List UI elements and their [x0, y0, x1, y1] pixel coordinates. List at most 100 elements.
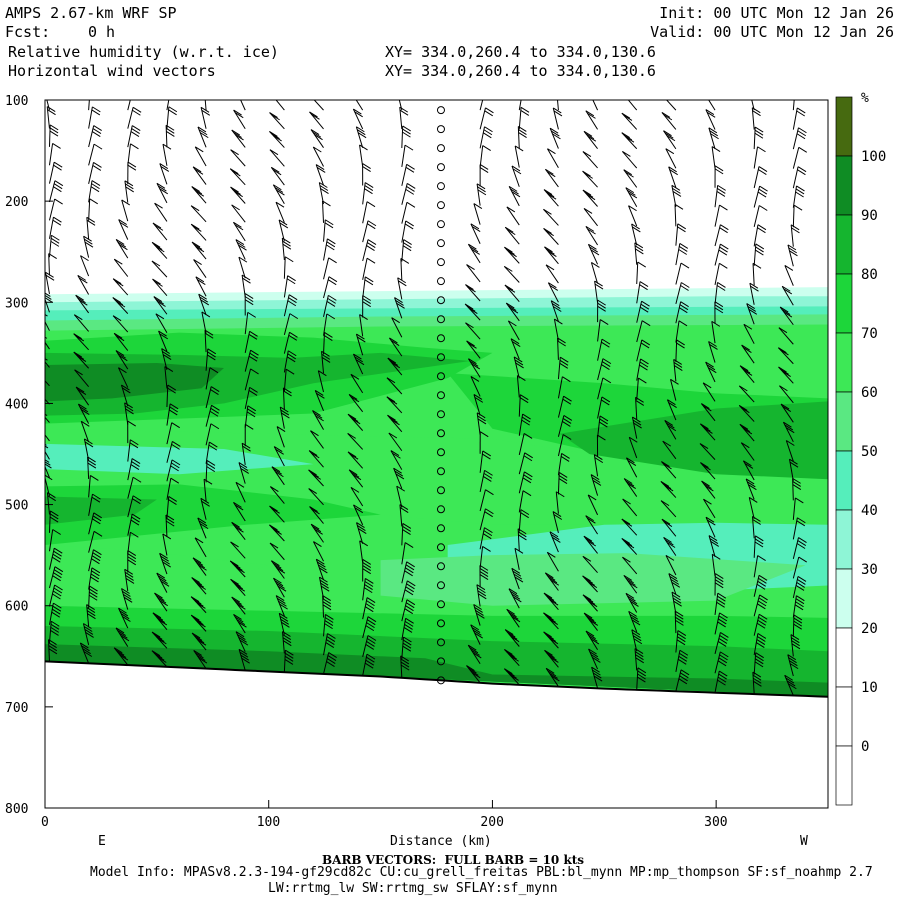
barb-flag — [743, 347, 752, 354]
barb-flag — [269, 505, 278, 512]
calm-wind-circle — [436, 391, 445, 400]
barb-flag — [167, 384, 177, 391]
wind-barb — [204, 329, 214, 353]
wind-barb — [636, 377, 647, 401]
wind-barb — [87, 456, 97, 479]
barb-flag — [273, 135, 282, 142]
barb-flag — [52, 593, 61, 600]
barb-flag — [588, 582, 598, 589]
barb-flag — [362, 163, 371, 169]
barb-staff — [518, 471, 525, 494]
barb-staff — [518, 413, 524, 436]
barb-flag — [665, 539, 674, 546]
barb-flag — [549, 531, 559, 538]
barb-staff — [45, 398, 50, 405]
barb-flag — [114, 280, 124, 287]
wind-barb — [675, 320, 688, 343]
barb-flag — [81, 420, 90, 427]
rh-90-lower-left — [45, 496, 157, 525]
wind-barb — [283, 331, 298, 354]
wind-barb — [269, 505, 285, 523]
wind-barb — [88, 125, 102, 148]
wind-barb — [151, 260, 168, 278]
barb-staff — [479, 126, 486, 149]
barb-flag — [789, 461, 799, 468]
barb-flag — [756, 639, 766, 645]
wind-barb — [787, 244, 798, 267]
barb-flag — [47, 109, 56, 116]
barb-flag — [552, 133, 561, 140]
barb-staff — [162, 533, 168, 556]
barb-flag — [756, 583, 766, 590]
barb-staff — [48, 529, 54, 552]
barb-flag — [322, 601, 332, 608]
barb-flag — [404, 144, 414, 151]
wind-barb — [350, 373, 364, 394]
barb-flag — [328, 257, 337, 264]
barb-flag — [628, 598, 638, 605]
wind-barb — [543, 631, 559, 649]
barb-staff — [283, 313, 291, 336]
barb-flag — [237, 634, 246, 640]
barb-flag — [50, 237, 60, 244]
barb-flag — [755, 652, 764, 659]
wind-barb — [621, 518, 638, 536]
barb-flag — [583, 535, 593, 542]
barb-flag — [357, 525, 366, 531]
barb-flag — [322, 595, 331, 601]
barb-flag — [92, 518, 101, 525]
barb-flag — [234, 616, 244, 623]
barb-flag — [548, 577, 558, 584]
barb-flag — [366, 257, 376, 264]
barb-flag — [118, 607, 127, 614]
barb-flag — [680, 262, 690, 269]
barb-flag — [705, 516, 715, 523]
wind-barb — [473, 394, 484, 416]
barb-staff — [753, 205, 760, 228]
barb-flag — [714, 582, 724, 589]
barb-flag — [92, 128, 102, 135]
barb-flag — [324, 623, 333, 630]
barb-flag — [510, 591, 519, 597]
barb-flag — [590, 249, 600, 256]
barb-flag — [625, 577, 634, 584]
wind-barb — [621, 132, 638, 150]
barb-flag — [641, 300, 650, 307]
barb-flag — [131, 125, 141, 131]
barb-flag — [757, 636, 766, 642]
barb-flag — [112, 315, 122, 322]
barb-flag — [318, 564, 327, 571]
barb-flag — [270, 93, 278, 98]
barb-flag — [469, 647, 479, 654]
barb-flag — [326, 639, 335, 645]
barb-flag — [248, 355, 258, 362]
barb-flag — [562, 376, 571, 383]
barb-staff — [665, 100, 677, 111]
barb-flag — [562, 418, 572, 424]
barb-flag — [275, 471, 284, 478]
wind-barb — [583, 207, 598, 227]
barb-flag — [621, 537, 631, 544]
wind-barb — [636, 300, 650, 323]
barb-flag — [667, 425, 677, 432]
barb-flag — [673, 358, 682, 365]
wind-barb — [75, 386, 90, 406]
barb-staff — [636, 281, 641, 304]
barb-flag — [794, 604, 804, 611]
barb-flag — [556, 88, 564, 93]
wind-barb — [152, 612, 168, 631]
barb-flag — [468, 644, 477, 651]
wind-barb — [518, 106, 530, 130]
barb-flag — [602, 377, 612, 384]
barb-staff — [479, 508, 486, 531]
barb-flag — [396, 302, 405, 309]
barb-flag — [154, 280, 163, 287]
barb-flag — [789, 458, 798, 465]
barb-staff — [166, 422, 173, 445]
wind-barb — [674, 610, 684, 634]
barb-staff — [792, 185, 797, 208]
barb-flag — [93, 125, 102, 132]
barb-flag — [715, 573, 724, 579]
barb-flag — [287, 353, 296, 360]
barb-flag — [741, 344, 750, 351]
